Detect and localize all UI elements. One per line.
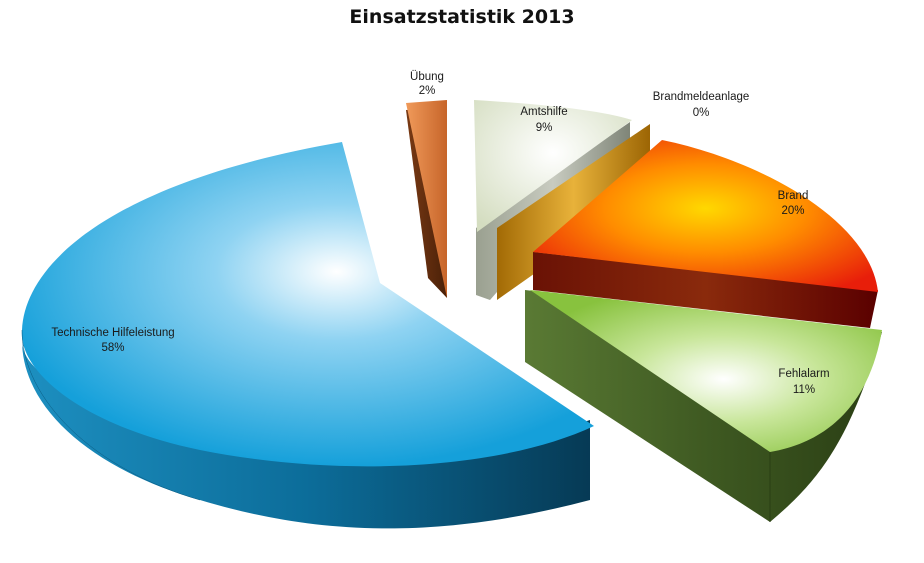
label-brand-name: Brand bbox=[778, 190, 809, 202]
data-labels: Technische Hilfeleistung 58% Übung 2% Am… bbox=[51, 71, 829, 396]
slice-uebung bbox=[406, 100, 447, 298]
slice-top bbox=[533, 140, 878, 292]
label-uebung-name: Übung bbox=[410, 71, 444, 83]
slice-top bbox=[474, 100, 632, 232]
slice-side bbox=[22, 340, 590, 529]
label-amtshilfe-value: 9% bbox=[536, 122, 553, 134]
label-technische-hilfeleistung-value: 58% bbox=[101, 342, 124, 354]
slice-fehlalarm bbox=[525, 290, 882, 522]
label-uebung-value: 2% bbox=[419, 85, 436, 97]
label-fehlalarm-name: Fehlalarm bbox=[778, 368, 829, 380]
label-technische-hilfeleistung-name: Technische Hilfeleistung bbox=[51, 327, 174, 339]
slice-technische-hilfeleistung bbox=[21, 142, 595, 529]
label-brand-value: 20% bbox=[781, 205, 804, 217]
chart-title: Einsatzstatistik 2013 bbox=[349, 6, 575, 28]
slice-side bbox=[533, 252, 878, 328]
label-fehlalarm-value: 11% bbox=[793, 384, 815, 396]
slice-top bbox=[530, 290, 882, 452]
label-brandmeldeanlage-value: 0% bbox=[693, 107, 710, 119]
label-amtshilfe-name: Amtshilfe bbox=[520, 106, 567, 118]
slice-brand bbox=[533, 140, 878, 328]
slice-top bbox=[406, 100, 447, 298]
label-brandmeldeanlage-name: Brandmeldeanlage bbox=[653, 91, 750, 103]
slice-top bbox=[21, 142, 595, 467]
